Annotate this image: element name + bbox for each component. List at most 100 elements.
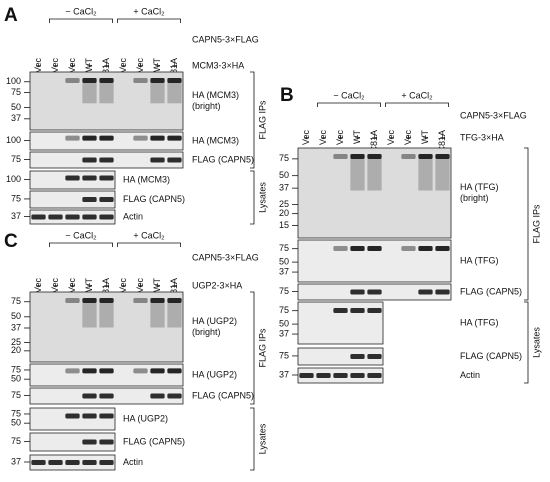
sign: + xyxy=(104,60,109,70)
mw-marker: 100 xyxy=(6,76,21,86)
band xyxy=(167,78,182,83)
band xyxy=(82,157,97,163)
row-label: CAPN5-3×FLAG xyxy=(192,34,259,44)
band-smear xyxy=(350,159,365,191)
band xyxy=(65,135,80,141)
mw-marker: 75 xyxy=(11,436,21,446)
mw-marker: 75 xyxy=(11,390,21,400)
blot-label: HA (MCM3) xyxy=(123,174,170,184)
mw-marker: 75 xyxy=(279,350,289,360)
lane-label: Vec xyxy=(50,58,60,74)
lane-label: Vec xyxy=(118,58,128,74)
band xyxy=(99,393,114,399)
mw-marker: 50 xyxy=(279,256,289,266)
band xyxy=(65,460,80,465)
band xyxy=(99,135,114,141)
mw-marker: 20 xyxy=(11,345,21,355)
lane-label: Vec xyxy=(135,58,145,74)
group-label: Lysates xyxy=(531,327,541,358)
mw-marker: 75 xyxy=(279,243,289,253)
band xyxy=(316,373,331,378)
band-smear xyxy=(150,303,165,328)
mw-marker: 75 xyxy=(11,154,21,164)
sign: − xyxy=(304,132,309,142)
lane-label: Vec xyxy=(335,130,345,146)
band xyxy=(65,368,80,374)
sign: − xyxy=(36,280,41,290)
blot-label: HA (TFG) xyxy=(460,317,499,327)
mw-marker: 37 xyxy=(11,113,21,123)
lane-label: Vec xyxy=(118,278,128,294)
lane-label: C81A xyxy=(369,130,379,153)
band xyxy=(350,373,365,378)
lane-label: WT xyxy=(420,130,430,144)
group-label: FLAG IPs xyxy=(531,204,541,244)
lane-label: WT xyxy=(152,278,162,292)
lane-label: WT xyxy=(84,58,94,72)
row-label: TFG-3×HA xyxy=(460,132,504,142)
mw-marker: 50 xyxy=(11,374,21,384)
band xyxy=(82,197,97,202)
row-label: CAPN5-3×FLAG xyxy=(460,110,527,120)
band xyxy=(82,413,97,419)
lane-label: Vec xyxy=(403,130,413,146)
row-label: MCM3-3×HA xyxy=(192,60,244,70)
sign: + xyxy=(104,280,109,290)
band xyxy=(367,289,382,295)
band-smear xyxy=(82,83,97,104)
group-bracket xyxy=(250,407,255,471)
band xyxy=(48,214,63,220)
blot-label: FLAG (CAPN5) xyxy=(123,436,185,446)
band-smear xyxy=(167,303,182,328)
sign: + xyxy=(338,132,343,142)
band xyxy=(333,373,348,378)
sign: + xyxy=(155,60,160,70)
condition-bracket xyxy=(117,242,181,247)
condition-label: + CaCl₂ xyxy=(133,6,165,16)
band xyxy=(418,289,433,295)
lane-label: Vec xyxy=(67,278,77,294)
sign: − xyxy=(53,280,58,290)
sign: + xyxy=(406,132,411,142)
lane-label: C81A xyxy=(169,278,179,301)
band xyxy=(350,289,365,295)
sign: − xyxy=(36,60,41,70)
mw-marker: 75 xyxy=(279,305,289,315)
blot-label: Actin xyxy=(460,370,480,380)
blot-label: Actin xyxy=(123,211,143,221)
band xyxy=(99,368,114,374)
mw-marker: 37 xyxy=(279,266,289,276)
condition-label: − CaCl₂ xyxy=(65,6,97,16)
band xyxy=(82,214,97,220)
mw-marker: 50 xyxy=(279,318,289,328)
band xyxy=(48,460,63,465)
mw-marker: 50 xyxy=(11,418,21,428)
mw-marker: 15 xyxy=(279,220,289,230)
mw-marker: 75 xyxy=(11,87,21,97)
band xyxy=(99,298,114,303)
band xyxy=(65,78,80,83)
band-smear xyxy=(367,159,382,191)
panel-letter: B xyxy=(280,85,294,106)
mw-marker: 50 xyxy=(279,170,289,180)
band xyxy=(167,393,182,399)
band xyxy=(65,413,80,419)
lane-label: Vec xyxy=(301,130,311,146)
band xyxy=(133,368,148,374)
group-bracket xyxy=(524,147,529,301)
lane-label: Vec xyxy=(50,278,60,294)
blot-label: HA (TFG) xyxy=(460,182,499,192)
mw-marker: 50 xyxy=(11,311,21,321)
band xyxy=(82,368,97,374)
lane-label: WT xyxy=(84,278,94,292)
band xyxy=(99,439,114,445)
band xyxy=(167,368,182,374)
sign: + xyxy=(172,60,177,70)
sign: + xyxy=(355,132,360,142)
mw-marker: 75 xyxy=(279,286,289,296)
blot xyxy=(297,347,384,366)
sign: − xyxy=(53,60,58,70)
blot-label: FLAG (CAPN5) xyxy=(123,194,185,204)
blot-label: (bright) xyxy=(192,327,221,337)
band xyxy=(418,246,433,251)
